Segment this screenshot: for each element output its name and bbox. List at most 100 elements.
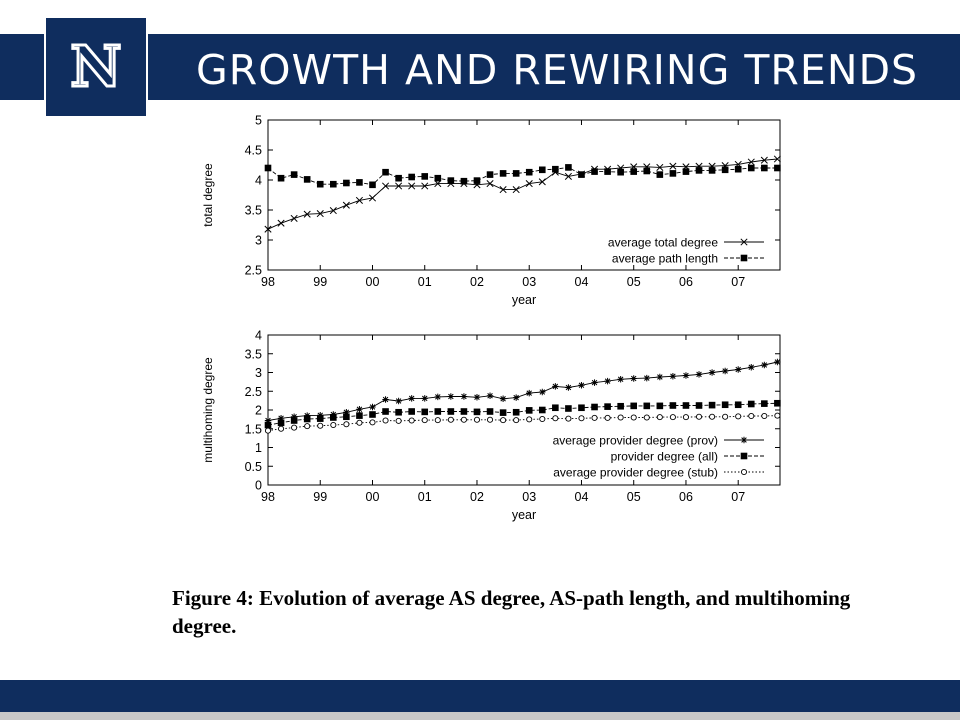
point-marker: [395, 182, 403, 190]
point-marker: [290, 413, 298, 420]
point-marker: [303, 412, 311, 419]
point-marker: [343, 409, 350, 416]
point-marker: [421, 182, 429, 190]
y-tick-label: 3: [255, 366, 262, 380]
point-marker: [740, 254, 748, 262]
point-marker: [381, 182, 390, 190]
point-marker: [539, 388, 546, 396]
x-tick-label: 02: [470, 490, 484, 504]
point-marker: [695, 167, 703, 174]
point-marker: [708, 401, 716, 409]
point-marker: [303, 415, 311, 423]
point-marker: [408, 395, 415, 402]
x-tick-label: 00: [366, 490, 380, 504]
point-marker: [669, 402, 677, 409]
series-line: [267, 402, 778, 426]
point-marker: [395, 174, 402, 182]
point-marker: [630, 168, 638, 175]
y-tick-label: 3.5: [245, 204, 262, 218]
point-marker: [460, 393, 468, 400]
point-marker: [591, 379, 598, 386]
point-marker: [512, 170, 520, 177]
point-marker: [538, 406, 546, 414]
point-marker: [434, 408, 442, 415]
point-marker: [447, 177, 455, 184]
point-marker: [460, 408, 468, 415]
point-marker: [264, 164, 272, 172]
point-marker: [591, 403, 598, 411]
point-marker: [342, 201, 350, 209]
point-marker: [740, 452, 748, 460]
point-marker: [539, 415, 546, 423]
y-tick-label: 2: [255, 404, 262, 418]
x-tick-label: 02: [470, 275, 484, 289]
point-marker: [512, 394, 520, 401]
series-circle: [264, 412, 781, 434]
x-tick-label: 04: [575, 490, 589, 504]
point-marker: [264, 421, 272, 429]
point-marker: [617, 402, 624, 410]
point-marker: [578, 404, 585, 412]
point-marker: [368, 194, 377, 202]
point-marker: [303, 176, 311, 183]
point-marker: [513, 417, 520, 424]
university-logo: N: [46, 18, 146, 116]
point-marker: [408, 182, 416, 190]
point-marker: [356, 419, 363, 426]
x-tick-label: 00: [366, 275, 380, 289]
point-marker: [317, 412, 324, 419]
point-marker: [512, 186, 520, 194]
point-marker: [747, 400, 755, 408]
point-marker: [617, 376, 624, 383]
point-marker: [552, 383, 559, 390]
point-marker: [369, 181, 376, 189]
legend-label: average path length: [612, 252, 718, 266]
point-marker: [669, 170, 677, 177]
point-marker: [382, 408, 389, 415]
point-marker: [538, 166, 546, 174]
point-marker: [290, 214, 298, 222]
point-marker: [290, 417, 298, 424]
legend-label: provider degree (all): [611, 450, 718, 464]
point-marker: [395, 417, 402, 424]
point-marker: [656, 414, 663, 421]
point-marker: [565, 415, 572, 422]
point-marker: [303, 210, 311, 218]
y-axis-label: total degree: [201, 163, 215, 227]
point-marker: [512, 408, 520, 416]
point-marker: [721, 367, 729, 375]
point-marker: [761, 412, 768, 420]
point-marker: [408, 417, 415, 424]
point-marker: [356, 406, 363, 413]
point-marker: [774, 399, 781, 407]
point-marker: [747, 158, 755, 166]
point-marker: [734, 165, 742, 173]
point-marker: [447, 408, 455, 415]
series-line: [267, 166, 778, 186]
point-marker: [740, 468, 748, 476]
point-marker: [434, 393, 441, 401]
point-marker: [277, 415, 285, 422]
point-marker: [773, 155, 781, 163]
y-tick-label: 2.5: [245, 385, 262, 399]
point-marker: [735, 366, 742, 373]
point-marker: [329, 207, 337, 215]
point-marker: [473, 177, 481, 184]
point-marker: [277, 419, 285, 427]
point-marker: [761, 400, 768, 407]
point-marker: [604, 377, 611, 385]
point-marker: [656, 373, 664, 381]
x-tick-label: 07: [731, 490, 745, 504]
point-marker: [382, 396, 389, 403]
legend-label: average provider degree (stub): [553, 466, 718, 480]
point-marker: [669, 414, 676, 421]
point-marker: [591, 168, 598, 175]
point-marker: [748, 412, 755, 420]
multihoming-degree-chart: 0 0.5 1 1.5 2 2.5 3 3.5 4 98 99 00 01 02 03 04 05 06 07 yea…: [201, 329, 781, 522]
logo-letter: N: [70, 34, 121, 100]
point-marker: [643, 414, 650, 421]
point-marker: [343, 421, 350, 428]
n-logo-icon: N: [69, 33, 123, 102]
point-marker: [656, 402, 664, 410]
point-marker: [264, 417, 272, 424]
